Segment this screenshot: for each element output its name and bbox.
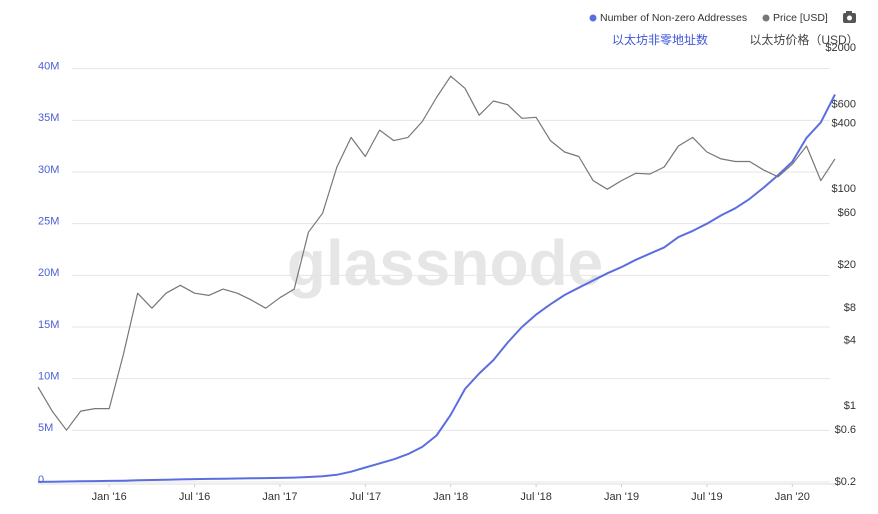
y2-tick-label: $100 <box>832 183 856 195</box>
y2-tick-label: $0.2 <box>835 476 856 488</box>
x-tick-label: Jan '19 <box>604 491 639 503</box>
y2-tick-label: $400 <box>832 118 856 130</box>
legend-swatch <box>762 14 770 22</box>
y-tick-label: 30M <box>38 164 59 176</box>
x-tick-label: Jan '16 <box>92 491 127 503</box>
legend-swatch <box>589 14 597 22</box>
x-tick-label: Jan '18 <box>433 491 468 503</box>
y2-tick-label: $4 <box>844 335 856 347</box>
y2-tick-label: $60 <box>838 207 856 219</box>
annotation: 以太坊非零地址数 <box>612 32 708 47</box>
legend-label: Price [USD] <box>773 12 828 24</box>
annotation: 以太坊价格（USD） <box>749 32 858 47</box>
y-tick-label: 0 <box>38 474 44 486</box>
series-line <box>37 75 836 431</box>
y2-tick-label: $2000 <box>825 42 856 54</box>
y2-tick-label: $8 <box>844 302 856 314</box>
legend-label: Number of Non-zero Addresses <box>600 12 747 24</box>
x-tick-label: Jul '17 <box>350 491 381 503</box>
y2-tick-label: $0.6 <box>835 424 856 436</box>
legend: Number of Non-zero Addresses Price [USD] <box>589 11 856 24</box>
y2-tick-label: $20 <box>838 259 856 271</box>
y2-tick-label: $1 <box>844 400 856 412</box>
y-tick-label: 15M <box>38 319 59 331</box>
y-tick-label: 20M <box>38 267 59 279</box>
y-tick-label: 5M <box>38 422 53 434</box>
y2-tick-label: $600 <box>832 99 856 111</box>
x-tick-label: Jan '20 <box>775 491 810 503</box>
y-tick-label: 40M <box>38 61 59 73</box>
x-tick-label: Jul '19 <box>691 491 722 503</box>
x-tick-label: Jan '17 <box>262 491 297 503</box>
series-line <box>37 94 836 483</box>
x-tick-label: Jul '16 <box>179 491 210 503</box>
camera-icon[interactable] <box>843 11 856 23</box>
y-tick-label: 25M <box>38 216 59 228</box>
x-tick-label: Jul '18 <box>520 491 551 503</box>
y-tick-label: 10M <box>38 371 59 383</box>
watermark: glassnode <box>287 227 604 299</box>
y-tick-label: 35M <box>38 112 59 124</box>
